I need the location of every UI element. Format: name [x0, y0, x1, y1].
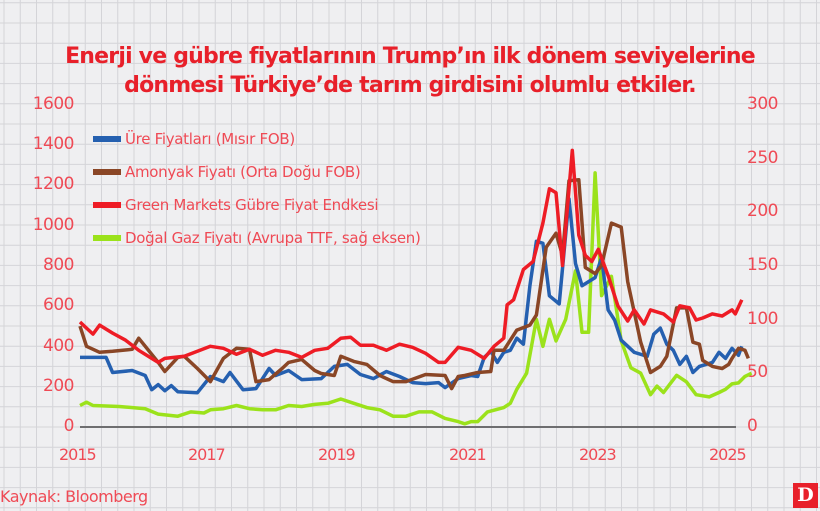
series-lines — [78, 148, 753, 426]
right-axis-tick: 100 — [747, 309, 778, 329]
right-axis-tick: 300 — [747, 94, 778, 114]
legend-label: Green Markets Gübre Fiyat Endkesi — [125, 195, 379, 214]
legend-swatch-brown — [93, 168, 121, 175]
left-axis-tick: 1000 — [32, 215, 75, 235]
right-axis-tick: 150 — [747, 255, 778, 275]
right-axis-tick: 0 — [747, 416, 758, 436]
legend-label: Amonyak Fiyatı (Orta Doğu FOB) — [125, 162, 361, 181]
left-axis-tick: 600 — [43, 295, 74, 315]
legend-label: Üre Fiyatları (Mısır FOB) — [125, 129, 295, 148]
source-note: Kaynak: Bloomberg — [0, 487, 148, 506]
left-axis-tick: 1400 — [32, 134, 75, 154]
x-axis-tick: 2023 — [579, 445, 617, 464]
left-axis-tick: 200 — [43, 376, 74, 396]
left-axis-tick: 1600 — [32, 94, 75, 114]
series-line — [79, 171, 753, 426]
left-axis-tick: 1200 — [32, 174, 75, 194]
left-axis-tick: 0 — [63, 416, 75, 436]
title-line-2: dönmesi Türkiye’de tarım girdisini oluml… — [124, 73, 697, 98]
left-axis-tick: 400 — [43, 336, 74, 356]
chart-title: Enerji ve gübre fiyatlarının Trump’ın il… — [0, 42, 820, 100]
x-axis-tick: 2021 — [449, 445, 487, 464]
x-axis-tick: 2025 — [709, 445, 747, 464]
x-axis-tick: 2017 — [188, 445, 226, 464]
legend-item-green-markets: Green Markets Gübre Fiyat Endkesi — [93, 188, 421, 221]
publisher-logo: D — [793, 483, 818, 508]
right-axis-tick: 250 — [747, 148, 778, 168]
legend-swatch-green — [93, 234, 121, 241]
legend-swatch-blue — [93, 135, 121, 142]
legend-item-ure: Üre Fiyatları (Mısır FOB) — [93, 122, 421, 155]
legend-item-dogal-gaz: Doğal Gaz Fiyatı (Avrupa TTF, sağ eksen) — [93, 221, 421, 254]
right-axis-tick: 50 — [747, 362, 768, 382]
legend-item-amonyak: Amonyak Fiyatı (Orta Doğu FOB) — [93, 155, 421, 188]
legend: Üre Fiyatları (Mısır FOB) Amonyak Fiyatı… — [93, 122, 421, 254]
right-axis-tick: 200 — [747, 201, 778, 221]
x-axis-tick: 2019 — [318, 445, 356, 464]
x-axis-tick: 2015 — [59, 445, 97, 464]
legend-label: Doğal Gaz Fiyatı (Avrupa TTF, sağ eksen) — [125, 228, 421, 247]
title-line-1: Enerji ve gübre fiyatlarının Trump’ın il… — [65, 44, 756, 69]
legend-swatch-red — [93, 201, 121, 208]
series-line — [78, 148, 744, 365]
left-axis-tick: 800 — [43, 255, 74, 275]
